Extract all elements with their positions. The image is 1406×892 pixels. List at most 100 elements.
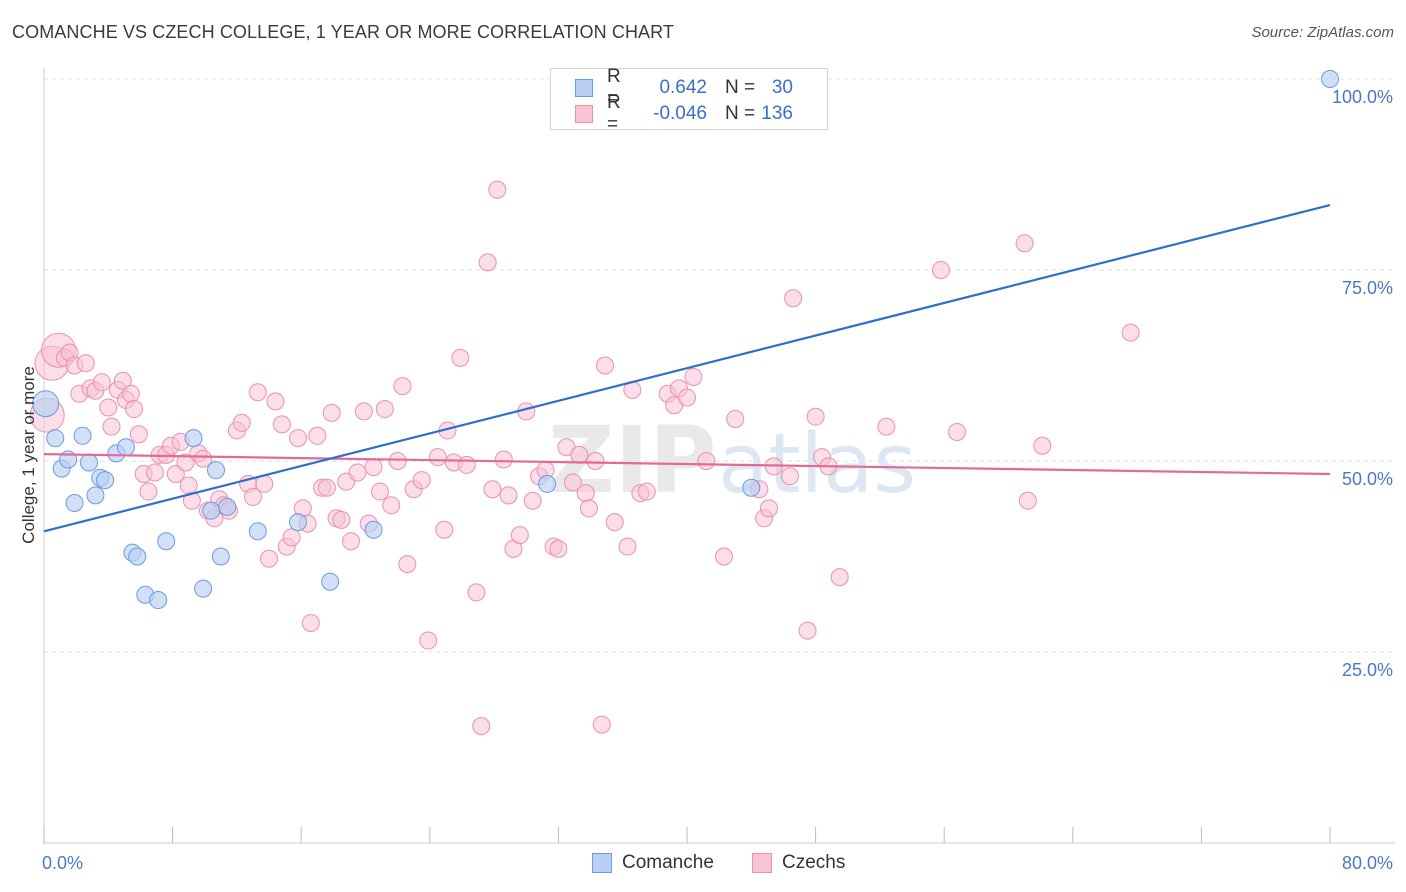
- czech-point: [806, 407, 825, 426]
- czech-point: [102, 417, 121, 436]
- trend-lines: [43, 203, 1331, 533]
- czech-point: [784, 289, 803, 308]
- comanche-point: [207, 461, 226, 480]
- r-value: -0.046: [653, 103, 707, 124]
- czech-point: [139, 482, 158, 501]
- czech-point: [488, 180, 507, 199]
- comanche-point: [32, 390, 60, 418]
- czech-point: [428, 448, 447, 467]
- comanche-point: [116, 438, 135, 457]
- czech-point: [332, 510, 351, 529]
- czech-point: [931, 261, 950, 279]
- czech-point: [125, 400, 144, 419]
- czech-point: [248, 383, 267, 402]
- czech-point: [457, 455, 476, 474]
- comanche-point: [1321, 70, 1339, 88]
- czech-swatch: [575, 105, 593, 123]
- comanche-point: [194, 579, 213, 598]
- czech-point: [179, 476, 198, 495]
- y-axis-label: College, 1 year or more: [19, 366, 38, 544]
- comanche-point: [211, 547, 230, 566]
- czech-point: [266, 392, 285, 411]
- czech-point: [798, 621, 817, 640]
- czech-point: [76, 354, 95, 373]
- comanche-points: [32, 70, 1339, 610]
- comanche-point: [65, 494, 84, 513]
- r-label: R =: [607, 92, 621, 135]
- y-tick-label: 75.0%: [1342, 278, 1393, 298]
- czech-point: [393, 377, 412, 396]
- comanche-point: [321, 572, 340, 591]
- czech-point: [726, 409, 745, 428]
- czech-trend-line: [43, 453, 1331, 476]
- comanche-point: [46, 429, 65, 448]
- comanche-point: [364, 520, 383, 539]
- czech-point: [586, 452, 605, 470]
- czech-point: [579, 499, 598, 518]
- comanche-point: [218, 497, 237, 516]
- czech-point: [467, 583, 486, 602]
- comanche-legend-label: Comanche: [622, 852, 714, 873]
- comanche-point: [202, 501, 221, 520]
- n-value: 136: [761, 103, 793, 124]
- czech-point: [637, 482, 656, 501]
- czech-point: [243, 487, 262, 506]
- czech-point: [1018, 491, 1037, 510]
- czech-point: [596, 356, 615, 375]
- comanche-trend-line: [43, 203, 1331, 533]
- czech-point: [308, 426, 327, 445]
- legend-row-czech: R = -0.046 N = 136: [575, 92, 793, 135]
- y-tick-label: 100.0%: [1332, 87, 1393, 107]
- czech-point: [382, 496, 401, 515]
- comanche-swatch: [575, 79, 593, 97]
- r-value: 0.642: [659, 77, 707, 98]
- comanche-point: [742, 478, 761, 497]
- czech-point: [282, 528, 301, 547]
- czech-point: [451, 348, 470, 367]
- czech-point: [877, 417, 896, 436]
- czech-point: [618, 537, 637, 556]
- czech-point: [483, 480, 502, 499]
- czech-point: [435, 520, 454, 539]
- comanche-point: [80, 453, 99, 472]
- legend-row-comanche: R = 0.642 N = 30: [575, 66, 793, 109]
- comanche-point: [96, 471, 115, 490]
- czech-point: [260, 549, 279, 568]
- czech-point: [364, 458, 383, 477]
- czech-point: [523, 491, 542, 510]
- czech-point: [375, 400, 394, 419]
- czechs-legend-label: Czechs: [782, 852, 846, 873]
- comanche-point: [157, 532, 176, 551]
- czech-point: [412, 471, 431, 490]
- czech-point: [182, 491, 201, 510]
- czech-point: [576, 484, 595, 503]
- czech-point: [272, 415, 291, 434]
- czech-point: [1015, 234, 1034, 253]
- czech-point: [494, 450, 513, 469]
- czech-point: [759, 499, 778, 518]
- czech-point: [499, 486, 518, 505]
- comanche-point: [184, 429, 203, 448]
- czech-point: [301, 613, 320, 632]
- czechs-legend-swatch: [752, 853, 772, 873]
- tick-labels: 25.0% 50.0% 75.0% 100.0% 0.0% 80.0%: [42, 87, 1393, 873]
- czech-points: [29, 180, 1140, 736]
- czech-point: [419, 631, 438, 650]
- czech-point: [605, 513, 624, 532]
- czech-point: [342, 532, 361, 551]
- czech-point: [92, 373, 111, 392]
- comanche-point: [149, 591, 168, 610]
- czech-point: [780, 467, 799, 486]
- czech-point: [592, 715, 611, 734]
- stats-legend: R = 0.642 N = 30 R = -0.046 N = 136: [550, 66, 828, 135]
- comanche-point: [73, 426, 92, 445]
- czech-point: [510, 526, 529, 545]
- czech-point: [1121, 323, 1140, 342]
- czech-point: [129, 425, 148, 444]
- czech-point: [288, 429, 307, 448]
- czech-point: [348, 463, 367, 482]
- czech-point: [370, 482, 389, 501]
- y-tick-label: 50.0%: [1342, 469, 1393, 489]
- comanche-point: [86, 486, 105, 505]
- czech-point: [549, 539, 568, 558]
